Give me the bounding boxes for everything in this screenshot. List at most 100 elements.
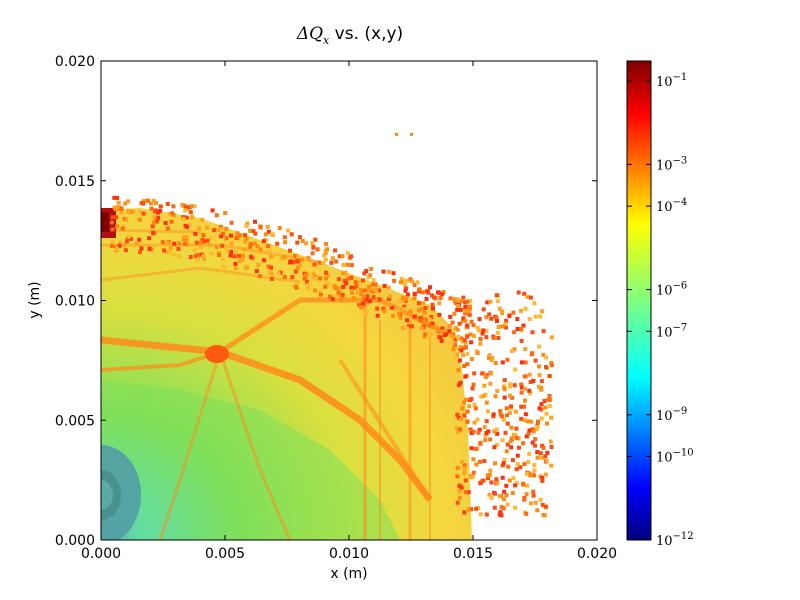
scatter-point — [223, 211, 228, 215]
scatter-point — [544, 459, 549, 463]
scatter-point — [507, 478, 512, 483]
scatter-point — [549, 415, 554, 420]
scatter-point — [458, 417, 463, 422]
scatter-point — [484, 400, 489, 405]
scatter-point — [263, 232, 268, 237]
scatter-point — [232, 254, 237, 259]
scatter-point — [500, 463, 505, 468]
scatter-point — [188, 223, 193, 227]
scatter-point — [502, 378, 507, 383]
scatter-point — [469, 340, 474, 345]
scatter-point — [484, 328, 489, 333]
scatter-point — [166, 250, 171, 255]
scatter-point — [187, 205, 192, 210]
scatter-point — [313, 288, 318, 293]
scatter-point — [475, 417, 480, 422]
scatter-point — [336, 290, 341, 295]
scatter-point — [391, 313, 396, 318]
scatter-point — [535, 450, 540, 454]
scatter-point — [229, 233, 233, 238]
scatter-point — [371, 287, 376, 292]
scatter-point — [545, 450, 550, 455]
scatter-point — [465, 323, 470, 328]
scatter-point — [468, 332, 473, 337]
scatter-point — [361, 294, 366, 299]
scatter-point — [291, 260, 296, 265]
scatter-point — [453, 342, 458, 347]
scatter-point — [539, 416, 544, 421]
scatter-point — [462, 470, 467, 475]
scatter-point — [450, 334, 455, 339]
scatter-point — [325, 247, 330, 252]
scatter-point — [505, 357, 510, 362]
scatter-point — [317, 289, 322, 294]
scatter-point — [539, 379, 544, 384]
scatter-point — [313, 237, 318, 242]
scatter-point — [257, 274, 262, 279]
scatter-point — [488, 381, 493, 386]
scatter-point — [216, 228, 221, 233]
scatter-point — [483, 433, 488, 438]
scatter-point — [489, 316, 494, 321]
scatter-point — [119, 206, 124, 211]
scatter-point — [513, 505, 518, 510]
scatter-point — [549, 463, 554, 468]
scatter-point — [185, 242, 190, 247]
scatter-point — [163, 221, 168, 225]
scatter-point — [398, 307, 403, 311]
scatter-point — [514, 481, 519, 486]
scatter-point — [496, 325, 501, 329]
scatter-point — [176, 254, 181, 259]
scatter-point — [423, 306, 428, 310]
scatter-point — [196, 226, 201, 231]
scatter-point — [523, 306, 528, 311]
scatter-point — [435, 328, 440, 333]
scatter-point — [282, 275, 287, 279]
scatter-point — [468, 298, 473, 303]
scatter-point — [428, 285, 432, 290]
scatter-point — [519, 360, 524, 365]
scatter-point — [266, 264, 271, 269]
scatter-point — [196, 257, 200, 262]
scatter-point — [501, 506, 506, 511]
scatter-point — [494, 293, 499, 298]
scatter-point — [421, 301, 425, 306]
scatter-point — [501, 497, 506, 502]
scatter-point — [540, 478, 545, 483]
scatter-point — [487, 492, 492, 497]
scatter-point — [209, 236, 214, 241]
scatter-point — [253, 219, 257, 224]
scatter-point — [487, 473, 492, 477]
scatter-point — [122, 243, 127, 248]
scatter-point — [127, 234, 132, 239]
scatter-point — [294, 285, 299, 290]
scatter-point — [194, 240, 199, 245]
scatter-point — [423, 332, 428, 337]
scatter-point — [500, 360, 505, 365]
scatter-point — [457, 321, 462, 326]
scatter-point — [307, 282, 312, 287]
scatter-point — [523, 360, 528, 365]
scatter-point — [456, 334, 461, 339]
y-tick-label: 0.010 — [55, 294, 95, 310]
scatter-point — [538, 497, 543, 502]
scatter-point — [371, 295, 376, 300]
scatter-point — [511, 476, 516, 481]
scatter-point — [141, 211, 146, 216]
scatter-point — [455, 426, 459, 431]
scatter-point — [500, 414, 504, 419]
scatter-point — [522, 497, 527, 502]
scatter-point — [473, 406, 478, 411]
scatter-point — [217, 253, 222, 257]
scatter-point — [258, 224, 263, 229]
scatter-point — [415, 280, 420, 285]
scatter-point — [440, 329, 445, 334]
scatter-point — [522, 404, 527, 409]
scatter-point — [289, 232, 294, 237]
scatter-point — [386, 285, 391, 290]
scatter-point — [523, 347, 528, 352]
scatter-point — [505, 413, 509, 418]
scatter-point — [184, 205, 188, 210]
scatter-point — [529, 472, 534, 477]
